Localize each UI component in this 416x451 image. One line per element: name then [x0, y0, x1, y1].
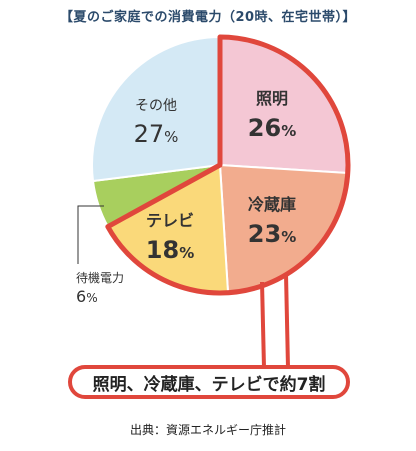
- slice-value-label: 18%: [146, 236, 194, 264]
- source-note: 出典：資源エネルギー庁推計: [129, 423, 286, 437]
- chart-title: 【夏のご家庭での消費電力（20時、在宅世帯）】: [59, 10, 357, 25]
- pie-slice-4: [91, 35, 221, 183]
- slice-label: その他: [135, 98, 177, 114]
- slice-label: 照明: [256, 89, 288, 108]
- slice-value-label: 6%: [76, 287, 98, 306]
- callout-connector: [284, 273, 290, 369]
- highlight-outline: [105, 34, 351, 296]
- leader-line: [77, 205, 104, 264]
- slice-label: テレビ: [146, 211, 194, 230]
- slice-value-label: 26%: [248, 114, 296, 142]
- callout-connector: [260, 281, 266, 369]
- slice-value-label: 23%: [248, 220, 296, 248]
- slice-value-label: 27%: [134, 120, 179, 148]
- slice-label: 待機電力: [76, 270, 124, 285]
- callout-box: 照明、冷蔵庫、テレビで約7割: [68, 365, 350, 399]
- slice-label: 冷蔵庫: [248, 195, 296, 214]
